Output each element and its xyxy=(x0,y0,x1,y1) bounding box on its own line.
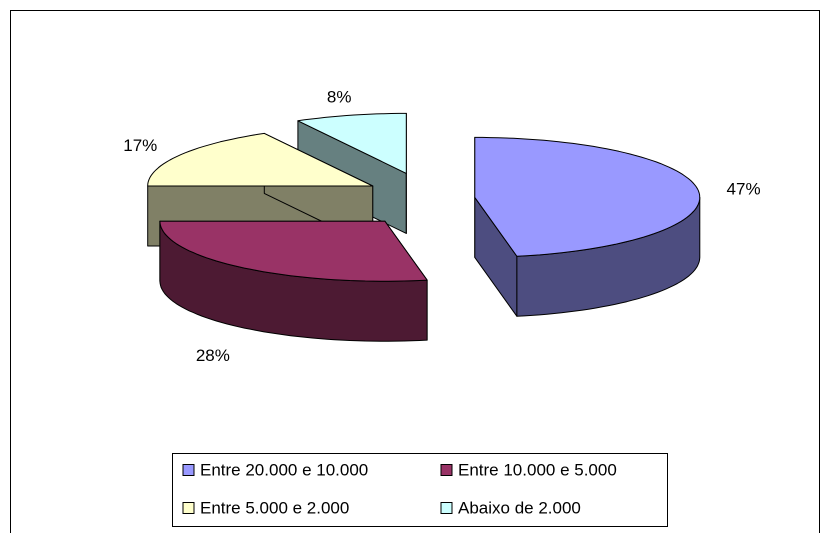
legend-swatch xyxy=(182,464,195,476)
legend-label: Abaixo de 2.000 xyxy=(458,498,581,517)
slice xyxy=(474,136,701,257)
legend-swatch xyxy=(182,502,195,514)
slice xyxy=(297,112,407,174)
data-label: 17% xyxy=(123,136,157,155)
data-label: 28% xyxy=(196,346,230,365)
legend-swatch xyxy=(440,502,453,514)
legend-label: Entre 20.000 e 10.000 xyxy=(200,460,368,479)
slice xyxy=(159,220,428,282)
slice xyxy=(147,132,374,187)
data-label: 8% xyxy=(327,87,352,106)
legend-box xyxy=(172,453,668,527)
legend-label: Entre 5.000 e 2.000 xyxy=(200,498,349,517)
legend-label: Entre 10.000 e 5.000 xyxy=(458,460,617,479)
data-label: 47% xyxy=(727,180,761,199)
legend-swatch xyxy=(440,464,453,476)
